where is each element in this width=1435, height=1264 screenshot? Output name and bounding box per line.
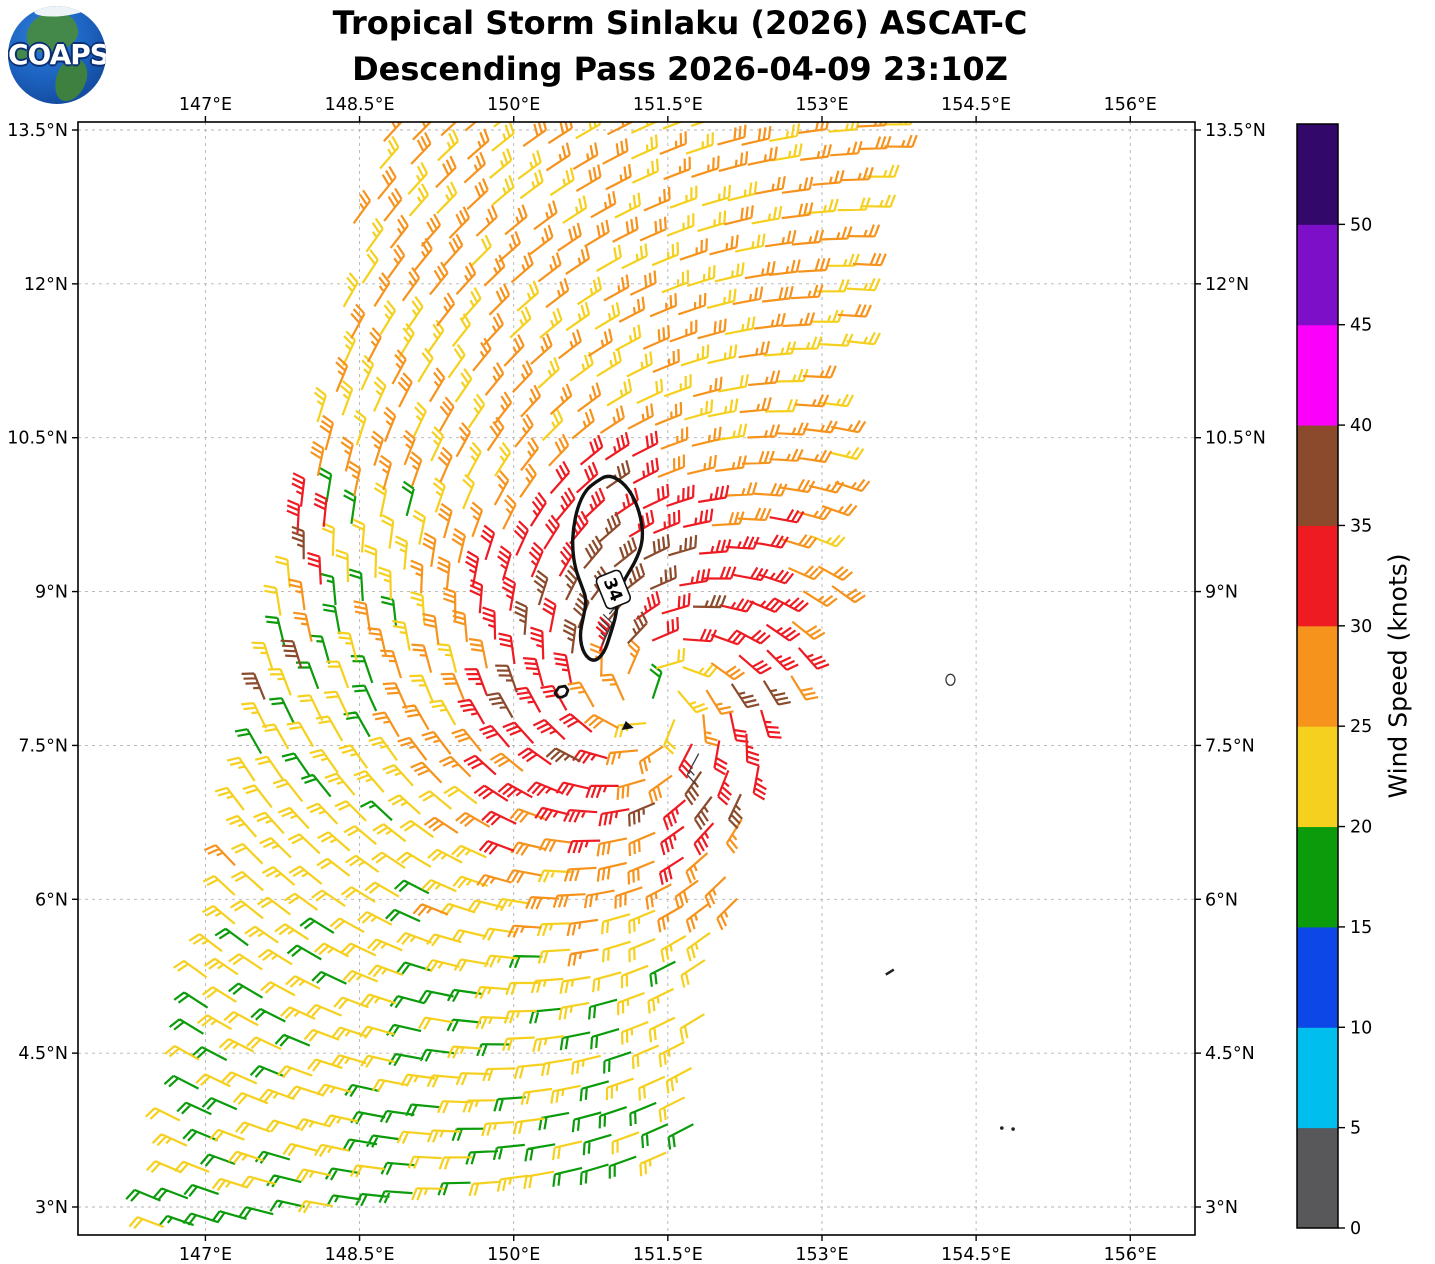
x-tick-label-bottom: 147°E [179,1245,232,1264]
x-tick-label-bottom: 154.5°E [941,1245,1011,1264]
wind-barbs-bin-15-20kt [125,467,694,1227]
y-tick-label-left: 12°N [24,275,68,295]
y-tick-label-left: 3°N [35,1198,68,1218]
y-tick-label-right: 4.5°N [1205,1044,1255,1064]
colorbar-segment-30-35 [1297,525,1338,627]
colorbar: 0 5 10 15 20 25 30 35 40 45 50 [1296,123,1372,1239]
x-tick-label-bottom: 156°E [1104,1245,1157,1264]
colorbar-segment-25-30 [1297,625,1338,727]
colorbar-segment-15-20 [1297,826,1338,928]
chart-title-line2: Descending Pass 2026-04-09 23:10Z [352,50,1008,88]
wind-radius-34kt-contour [570,474,645,662]
colorbar-tick-label: 50 [1350,215,1372,235]
colorbar-tick-label: 25 [1350,717,1372,737]
x-tick-label-top: 153°E [795,95,848,115]
colorbar-tick-label: 45 [1350,316,1372,336]
wind-barbs-bin-35-40kt [241,460,791,831]
y-tick-label-left: 6°N [35,890,68,910]
y-tick-label-right: 13.5°N [1205,121,1266,141]
colorbar-segment-10-15 [1297,926,1338,1028]
logo-continent [14,46,32,60]
feature-loop [945,673,956,686]
y-tick-label-left: 13.5°N [7,121,68,141]
wind-barbs-bin-30-35kt [286,430,830,886]
colorbar-tick-label: 40 [1350,416,1372,436]
feature-dot [1000,1126,1004,1130]
colorbar-segment-0-5 [1297,1127,1338,1229]
feature-dash [885,968,895,976]
y-tick-label-right: 3°N [1205,1198,1238,1218]
colorbar-segment-20-25 [1297,726,1338,828]
x-tick-label-bottom: 150°E [487,1245,540,1264]
wind-barbs-bin-20-25kt [128,122,913,1230]
plot-frame [77,121,1196,1236]
x-tick-label-top: 150°E [487,95,540,115]
colorbar-segment-35-40 [1297,425,1338,526]
x-tick-label-top: 151.5°E [633,95,703,115]
chart-title-line1: Tropical Storm Sinlaku (2026) ASCAT-C [332,4,1028,42]
colorbar-tick-label: 10 [1350,1018,1372,1038]
axis-ticks [72,116,1201,1241]
y-tick-label-right: 9°N [1205,583,1238,603]
y-tick-label-left: 4.5°N [18,1044,68,1064]
logo-text: COAPS [8,38,106,71]
colorbar-tick-label: 15 [1350,918,1372,938]
y-tick-label-left: 10.5°N [7,429,68,449]
y-tick-label-left: 7.5°N [18,736,68,756]
y-tick-label-left: 9°N [35,583,68,603]
x-tick-label-bottom: 153°E [795,1245,848,1264]
colorbar-segment-45-50 [1297,224,1338,326]
x-tick-label-top: 148.5°E [325,95,395,115]
wind-barbs-layer [125,122,918,1230]
x-tick-label-bottom: 151.5°E [633,1245,703,1264]
colorbar-tick-label: 0 [1350,1219,1361,1239]
colorbar-tick-label: 30 [1350,617,1372,637]
x-tick-label-bottom: 148.5°E [325,1245,395,1264]
coaps-logo: COAPS [8,6,106,104]
colorbar-tick-label: 35 [1350,516,1372,536]
axis-tick-labels: 147°E 147°E 148.5°E 148.5°E 150°E 150°E 151.5°… [7,95,1266,1264]
x-tick-label-top: 147°E [179,95,232,115]
x-tick-label-top: 154.5°E [941,95,1011,115]
colorbar-segment-50-55 [1297,124,1338,225]
colorbar-label: Wind Speed (knots) [1383,553,1413,799]
feature-triangle [621,720,634,730]
feature-dot [1011,1127,1015,1131]
colorbar-tick-label: 20 [1350,818,1372,838]
y-tick-label-right: 6°N [1205,890,1238,910]
wind-barbs-bin-25-30kt [203,122,918,967]
y-tick-label-right: 12°N [1205,275,1249,295]
map-features [553,673,1015,1131]
colorbar-tick-label: 5 [1350,1119,1361,1139]
feature-blob [553,684,570,699]
y-tick-label-right: 7.5°N [1205,736,1255,756]
colorbar-segment-5-10 [1297,1027,1338,1129]
y-tick-label-right: 10.5°N [1205,429,1266,449]
x-tick-label-top: 156°E [1104,95,1157,115]
colorbar-segment-40-45 [1297,324,1338,426]
contour-label-34: 34 [595,569,632,610]
